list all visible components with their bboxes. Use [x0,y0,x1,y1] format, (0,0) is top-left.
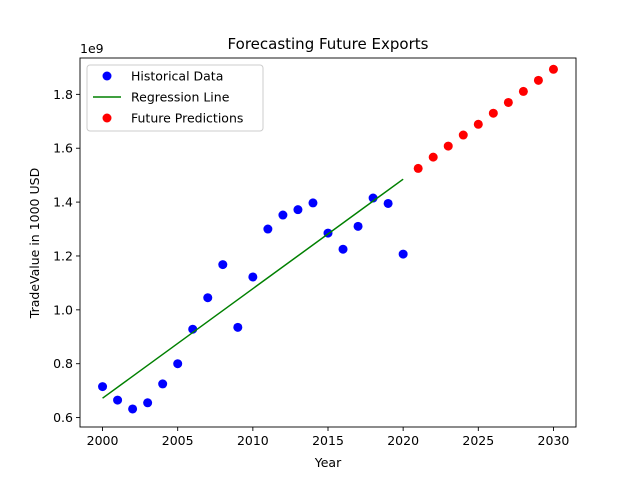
historical-point-2013 [293,205,303,215]
prediction-point-2023 [443,141,453,151]
historical-point-2002 [128,404,138,414]
prediction-point-2024 [458,130,468,140]
prediction-point-2021 [413,163,423,173]
historical-point-2011 [263,224,273,234]
historical-point-2001 [113,395,123,405]
x-tick-label: 2020 [387,433,419,448]
historical-point-2003 [143,398,153,408]
legend-label: Regression Line [131,90,230,105]
prediction-point-2025 [473,119,483,129]
x-tick-label: 2025 [462,433,494,448]
legend: Historical Data Regression Line Future Pre… [86,64,264,132]
y-axis-title: TradeValue in 1000 USD [27,168,42,319]
x-axis-title: Year [314,455,342,470]
chart-title: Forecasting Future Exports [228,35,429,53]
y-tick-label: 1.2 [53,248,73,263]
legend-marker-swatch [102,113,112,123]
historical-point-2010 [248,272,258,282]
x-tick-label: 2000 [87,433,119,448]
historical-point-2016 [338,244,348,254]
historical-point-2005 [173,359,183,369]
y-offset-text: 1e9 [80,41,104,56]
historical-point-2000 [98,382,108,392]
legend-box [86,64,264,132]
historical-point-2019 [383,198,393,208]
legend-label: Historical Data [131,69,223,84]
y-tick-label: 0.6 [53,410,73,425]
historical-point-2009 [233,322,243,332]
x-tick-label: 2015 [312,433,344,448]
prediction-point-2028 [518,86,528,96]
historical-point-2007 [203,293,213,303]
historical-point-2008 [218,260,228,270]
plot-area: 2000 2005 2010 2015 2020 2025 2030 0.6 0.8 1.0 1.2… [53,57,577,448]
prediction-point-2027 [503,97,513,107]
legend-marker-swatch [102,71,112,81]
historical-point-2017 [353,221,363,231]
historical-point-2004 [158,379,168,389]
x-tick-label: 2005 [162,433,194,448]
y-tick-label: 0.8 [53,356,73,371]
prediction-point-2022 [428,152,438,162]
historical-point-2020 [398,249,408,259]
historical-point-2014 [308,198,318,208]
legend-label: Future Predictions [131,111,243,126]
y-tick-label: 1.6 [53,141,73,156]
x-tick-label: 2010 [237,433,269,448]
regression-line [102,178,404,399]
x-tick-label: 2030 [538,433,570,448]
prediction-point-2030 [548,64,558,74]
y-tick-label: 1.0 [53,302,73,317]
y-tick-label: 1.4 [53,195,73,210]
prediction-point-2029 [533,75,543,85]
y-tick-label: 1.8 [53,87,73,102]
prediction-point-2026 [488,108,498,118]
historical-point-2012 [278,210,288,220]
